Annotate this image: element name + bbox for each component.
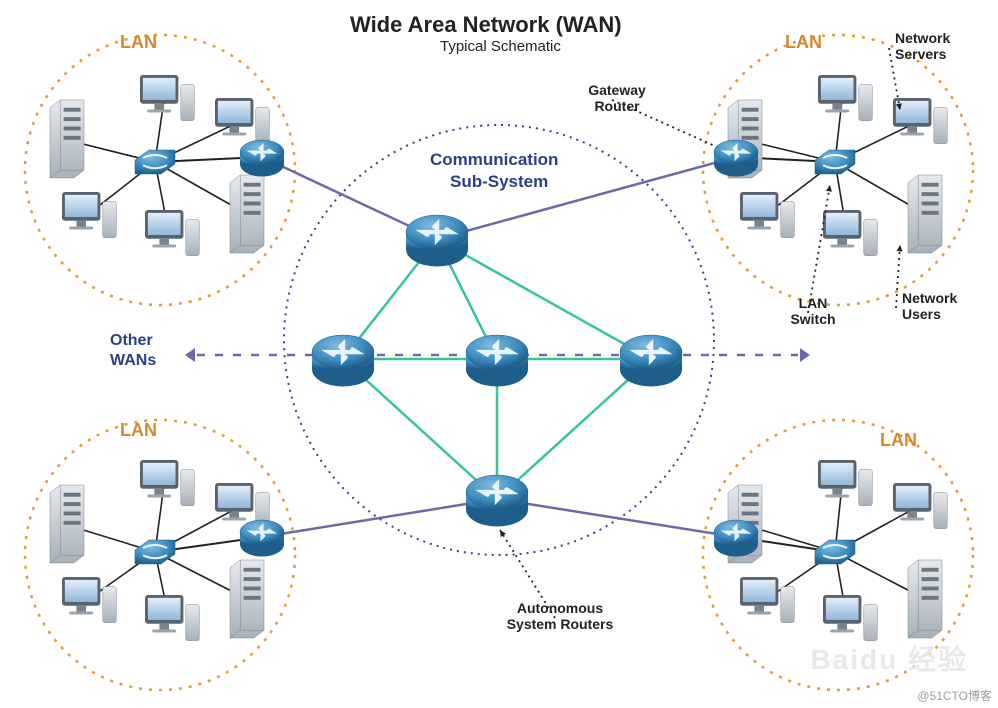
core-router-icon (466, 335, 528, 386)
annotation-network_servers: Network Servers (895, 30, 998, 62)
comm-label-1: Communication (430, 150, 558, 170)
pc-icon (823, 595, 877, 641)
core-router-icon (620, 335, 682, 386)
wan-link (262, 499, 497, 537)
lan-label-tl: LAN (120, 32, 157, 53)
pc-icon (215, 98, 269, 144)
annotation-lan_switch: LAN Switch (758, 295, 868, 327)
lan-label-tr: LAN (785, 32, 822, 53)
server-icon (908, 175, 942, 253)
other-wans-2: WANs (110, 352, 156, 370)
server-icon (908, 560, 942, 638)
gateway-router-icon (240, 140, 284, 177)
lan-switch-icon (135, 540, 175, 564)
lan-label-bl: LAN (120, 420, 157, 441)
pc-icon (140, 75, 194, 121)
lan-switch-icon (815, 540, 855, 564)
pc-icon (740, 577, 794, 623)
server-icon (230, 560, 264, 638)
server-icon (50, 100, 84, 178)
pc-icon (818, 75, 872, 121)
pc-icon (818, 460, 872, 506)
core-router-icon (406, 215, 468, 266)
pc-icon (140, 460, 194, 506)
pc-icon (145, 595, 199, 641)
watermark-small: @51CTO博客 (917, 687, 992, 704)
pc-icon (893, 483, 947, 529)
pc-icon (145, 210, 199, 256)
callout-arrow (826, 185, 832, 192)
gateway-router-icon (240, 520, 284, 557)
lan-label-br: LAN (880, 430, 917, 451)
annotation-network_users: Network Users (902, 290, 998, 322)
annotation-gateway_router: Gateway Router (562, 82, 672, 114)
callout-leader (808, 185, 830, 313)
wan-link (497, 499, 736, 537)
title: Wide Area Network (WAN) (350, 12, 622, 38)
core-link (437, 239, 651, 359)
gateway-router-icon (714, 520, 758, 557)
core-router-icon (312, 335, 374, 386)
watermark-faint: Baidu 经验 (810, 638, 968, 678)
arrow-left (185, 348, 195, 362)
callout-arrow (897, 245, 903, 251)
other-wans-1: Other (110, 332, 153, 350)
callout-leader (896, 245, 900, 308)
server-icon (50, 485, 84, 563)
pc-icon (62, 577, 116, 623)
core-router-icon (466, 475, 528, 526)
annotation-autonomous_routers: Autonomous System Routers (505, 600, 615, 632)
comm-label-2: Sub-System (450, 172, 548, 192)
subtitle: Typical Schematic (440, 38, 561, 55)
server-icon (230, 175, 264, 253)
pc-icon (823, 210, 877, 256)
arrow-right (800, 348, 810, 362)
diagram-canvas: Wide Area Network (WAN) Typical Schemati… (0, 0, 998, 708)
gateway-router-icon (714, 140, 758, 177)
